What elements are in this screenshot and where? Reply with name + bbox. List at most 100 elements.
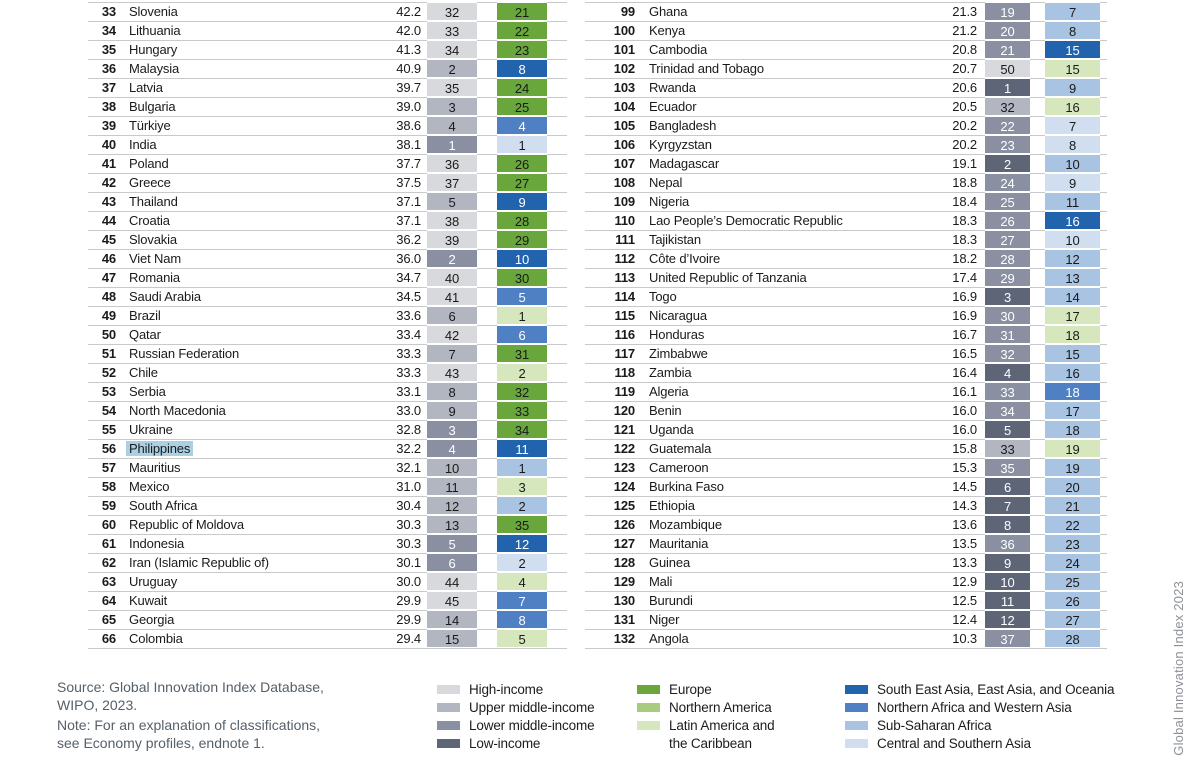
country-label: Brazil — [129, 308, 161, 323]
score-value: 29.4 — [396, 631, 421, 646]
income-rank-cell: 35 — [427, 78, 477, 97]
country-label: Türkiye — [129, 118, 171, 133]
income-rank-cell: 2 — [427, 59, 477, 78]
table-row: 34 Lithuania 42.0 33 22 — [88, 21, 567, 40]
table-row: 131 Niger 12.4 12 27 — [585, 610, 1107, 629]
table-row: 33 Slovenia 42.2 32 21 — [88, 2, 567, 21]
income-rank-cell: 8 — [427, 382, 477, 401]
income-rank-cell: 28 — [985, 249, 1030, 268]
legend-swatch — [845, 739, 868, 748]
ranking-table-right: 99 Ghana 21.3 19 7 100 Kenya 21.2 20 8 1… — [585, 2, 1107, 649]
income-rank-cell: 37 — [985, 629, 1030, 648]
legend-item: South East Asia, East Asia, and Oceania — [845, 681, 1114, 699]
income-rank-cell: 24 — [985, 173, 1030, 192]
rank-cell: 64 — [101, 593, 116, 608]
legend-item: Central and Southern Asia — [845, 735, 1114, 753]
rank-cell: 57 — [101, 460, 116, 475]
score-value: 30.4 — [396, 498, 421, 513]
income-rank-cell: 30 — [985, 306, 1030, 325]
country-name: Uganda — [646, 420, 925, 439]
country-label: South Africa — [129, 498, 198, 513]
country-name: Ghana — [646, 2, 925, 21]
table-row: 57 Mauritius 32.1 10 1 — [88, 458, 567, 477]
country-label: Slovakia — [129, 232, 177, 247]
score-value: 20.2 — [952, 137, 977, 152]
country-name: Slovenia — [126, 2, 369, 21]
region-rank-cell: 2 — [497, 553, 547, 572]
legend-swatch — [637, 703, 660, 712]
table-row: 58 Mexico 31.0 11 3 — [88, 477, 567, 496]
country-label: Togo — [649, 289, 677, 304]
country-label: Algeria — [649, 384, 689, 399]
table-row: 132 Angola 10.3 37 28 — [585, 629, 1107, 648]
region-rank-cell: 7 — [497, 591, 547, 610]
table-row: 102 Trinidad and Tobago 20.7 50 15 — [585, 59, 1107, 78]
legend-label: Central and Southern Asia — [877, 736, 1031, 751]
region-rank-cell: 14 — [1045, 287, 1100, 306]
score-value: 18.2 — [952, 251, 977, 266]
rank-cell: 125 — [613, 498, 635, 513]
country-label: Ukraine — [129, 422, 173, 437]
country-name: Slovakia — [126, 230, 369, 249]
rank-cell: 33 — [101, 4, 116, 19]
legend-swatch — [845, 721, 868, 730]
table-row: 100 Kenya 21.2 20 8 — [585, 21, 1107, 40]
region-rank-cell: 32 — [497, 382, 547, 401]
classification-note: Note: For an explanation of classificati… — [57, 717, 321, 751]
region-rank-cell: 33 — [497, 401, 547, 420]
legend-item: Northern Africa and Western Asia — [845, 699, 1114, 717]
income-rank-cell: 40 — [427, 268, 477, 287]
income-rank-cell: 35 — [985, 458, 1030, 477]
score-value: 42.0 — [396, 23, 421, 38]
rank-cell: 124 — [613, 479, 635, 494]
table-row: 35 Hungary 41.3 34 23 — [88, 40, 567, 59]
country-name: Chile — [126, 363, 369, 382]
country-name: Kyrgyzstan — [646, 135, 925, 154]
rank-cell: 117 — [614, 346, 635, 361]
table-row: 37 Latvia 39.7 35 24 — [88, 78, 567, 97]
table-row: 106 Kyrgyzstan 20.2 23 8 — [585, 135, 1107, 154]
score-value: 40.9 — [396, 61, 421, 76]
region-rank-cell: 2 — [497, 496, 547, 515]
table-row: 42 Greece 37.5 37 27 — [88, 173, 567, 192]
income-rank-cell: 27 — [985, 230, 1030, 249]
country-name: Malaysia — [126, 59, 369, 78]
score-value: 18.3 — [952, 232, 977, 247]
country-label: Bulgaria — [129, 99, 176, 114]
country-label: Madagascar — [649, 156, 720, 171]
income-rank-cell: 8 — [985, 515, 1030, 534]
table-row: 60 Republic of Moldova 30.3 13 35 — [88, 515, 567, 534]
income-rank-cell: 6 — [427, 306, 477, 325]
country-label: Romania — [129, 270, 180, 285]
rank-cell: 114 — [614, 289, 635, 304]
score-value: 33.3 — [396, 346, 421, 361]
legend-label: Northern Africa and Western Asia — [877, 700, 1072, 715]
score-value: 17.4 — [952, 270, 977, 285]
country-name: Indonesia — [126, 534, 369, 553]
rank-cell: 110 — [614, 213, 635, 228]
rank-cell: 116 — [614, 327, 635, 342]
table-row: 43 Thailand 37.1 5 9 — [88, 192, 567, 211]
region-rank-cell: 22 — [1045, 515, 1100, 534]
country-name: Honduras — [646, 325, 925, 344]
country-name: Cameroon — [646, 458, 925, 477]
country-label: Guatemala — [649, 441, 712, 456]
score-value: 37.1 — [396, 194, 421, 209]
score-value: 36.2 — [396, 232, 421, 247]
score-value: 38.1 — [396, 137, 421, 152]
table-row: 122 Guatemala 15.8 33 19 — [585, 439, 1107, 458]
country-name: Mauritius — [126, 458, 369, 477]
legend-swatch — [845, 685, 868, 694]
rank-cell: 99 — [620, 4, 635, 19]
legend-item: High-income — [437, 681, 594, 699]
region-rank-cell: 8 — [497, 610, 547, 629]
country-name: Hungary — [126, 40, 369, 59]
rank-cell: 60 — [101, 517, 116, 532]
table-row: 104 Ecuador 20.5 32 16 — [585, 97, 1107, 116]
income-rank-cell: 14 — [427, 610, 477, 629]
table-row: 103 Rwanda 20.6 1 9 — [585, 78, 1107, 97]
region-rank-cell: 35 — [497, 515, 547, 534]
region-rank-cell: 9 — [1045, 173, 1100, 192]
country-name: Guinea — [646, 553, 925, 572]
